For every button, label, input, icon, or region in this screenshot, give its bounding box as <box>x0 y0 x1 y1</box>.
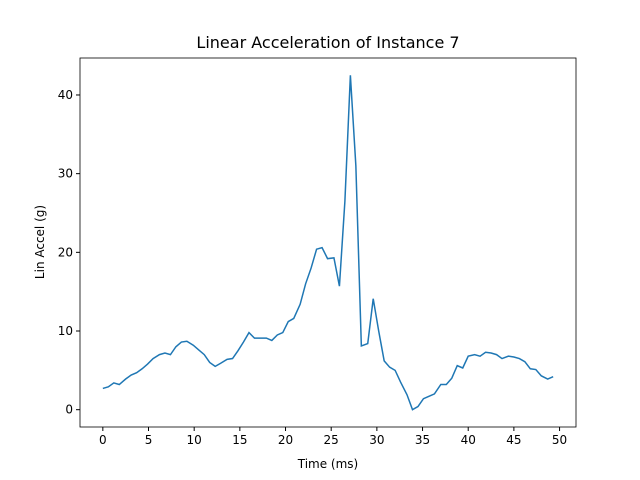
x-tick-label: 45 <box>506 433 521 447</box>
y-tick-label: 10 <box>58 324 73 338</box>
x-tick-label: 30 <box>369 433 384 447</box>
y-tick-label: 30 <box>58 167 73 181</box>
data-line <box>102 75 554 411</box>
x-tick-label: 25 <box>324 433 339 447</box>
x-tick-label: 5 <box>145 433 153 447</box>
x-axis-label: Time (ms) <box>297 457 359 471</box>
x-tick-label: 40 <box>461 433 476 447</box>
y-axis-label: Lin Accel (g) <box>33 205 47 279</box>
chart-title: Linear Acceleration of Instance 7 <box>196 33 459 52</box>
plot-frame <box>79 57 577 428</box>
y-tick-label: 40 <box>58 88 73 102</box>
x-tick-label: 50 <box>552 433 567 447</box>
x-tick-label: 35 <box>415 433 430 447</box>
y-tick-label: 20 <box>58 245 73 259</box>
x-tick-label: 0 <box>99 433 107 447</box>
x-tick-label: 10 <box>187 433 202 447</box>
y-tick-label: 0 <box>65 403 73 417</box>
x-tick-label: 20 <box>278 433 293 447</box>
x-tick-label: 15 <box>232 433 247 447</box>
